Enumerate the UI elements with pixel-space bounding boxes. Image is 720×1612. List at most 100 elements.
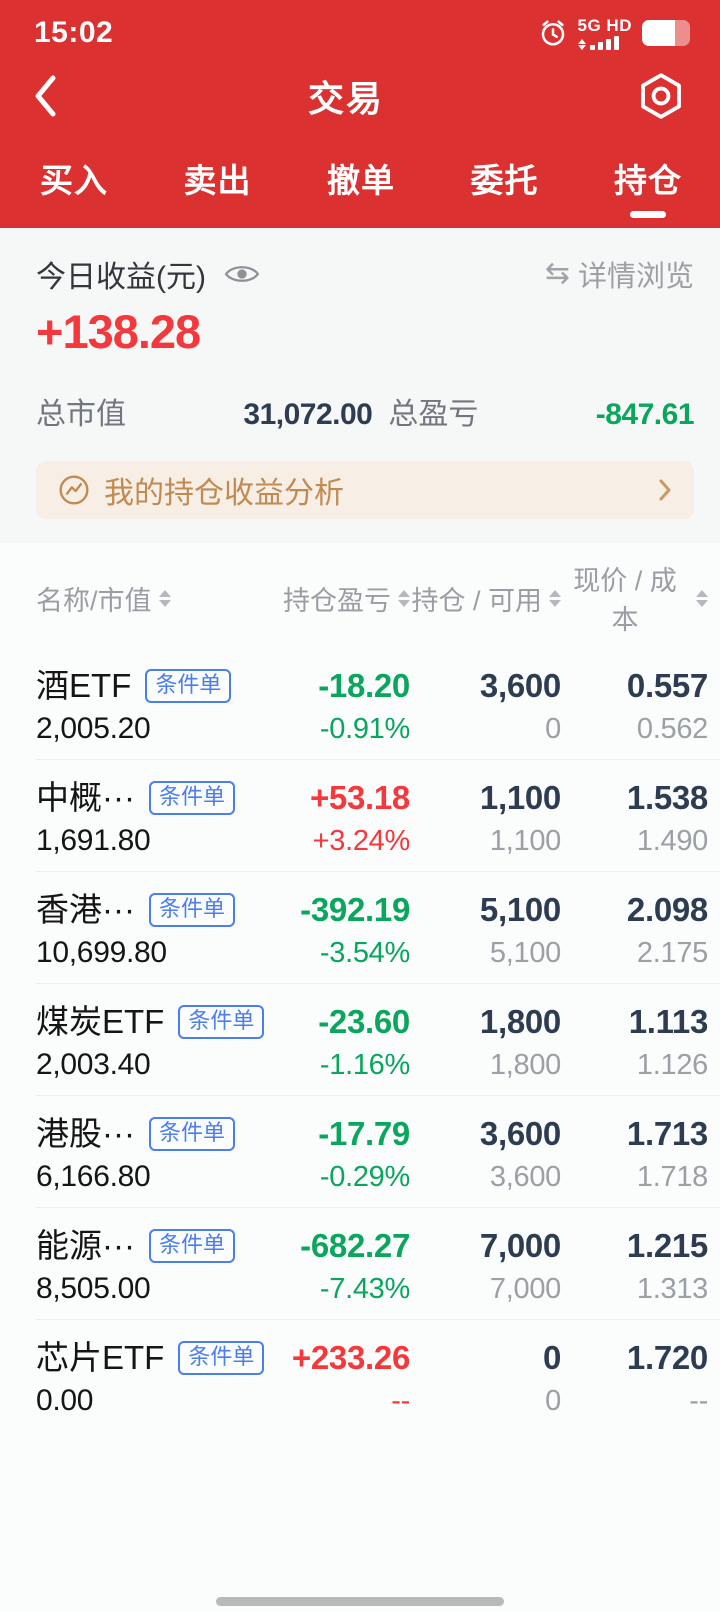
- row-cost-price: 1.718: [636, 1161, 708, 1193]
- row-available-qty: 0: [545, 1385, 561, 1417]
- sort-header-position-pnl[interactable]: 持仓盈亏: [276, 579, 410, 618]
- row-position-qty: 3,600: [479, 1115, 561, 1152]
- row-market-value: 2,005.20: [36, 712, 151, 745]
- row-position-qty: 1,800: [479, 1003, 561, 1040]
- row-available-qty: 1,800: [489, 1049, 561, 1081]
- row-cost-price: 1.490: [636, 825, 708, 857]
- sort-header-name-marketvalue[interactable]: 名称/市值: [36, 579, 276, 618]
- conditional-order-badge[interactable]: 条件单: [148, 781, 235, 815]
- row-pnl-percent: -7.43%: [319, 1273, 410, 1305]
- today-profit-label: 今日收益(元): [36, 261, 206, 294]
- battery-icon: [642, 20, 690, 46]
- row-pnl: -392.19: [300, 891, 410, 928]
- tab-sell[interactable]: 卖出: [182, 144, 254, 212]
- sort-icon: [158, 589, 171, 607]
- sort-header-position-available[interactable]: 持仓 / 可用: [410, 579, 561, 618]
- home-indicator-handle[interactable]: [216, 1597, 504, 1606]
- tab-bar: 买入 卖出 撤单 委托 持仓: [0, 134, 720, 228]
- status-bar: 15:02 5G HD: [0, 0, 720, 58]
- nav-bar: 交易: [0, 58, 720, 134]
- row-current-price: 1.215: [626, 1227, 708, 1264]
- row-cost-price: 0.562: [636, 713, 708, 745]
- row-current-price: 2.098: [626, 891, 708, 928]
- row-market-value: 10,699.80: [36, 936, 167, 969]
- conditional-order-badge[interactable]: 条件单: [148, 893, 235, 927]
- network-type-label: 5G HD: [577, 15, 632, 35]
- row-pnl-percent: -0.29%: [319, 1161, 410, 1193]
- alarm-clock-icon: [538, 18, 568, 48]
- table-row[interactable]: 芯片ETF 条件单 0.00 +233.26 -- 0 0 1.720 --: [0, 1319, 720, 1431]
- instrument-name: 中概···: [36, 779, 135, 816]
- detail-browse-label: 详情浏览: [577, 261, 694, 293]
- table-row[interactable]: 酒ETF 条件单 2,005.20 -18.20 -0.91% 3,600 0 …: [0, 647, 720, 759]
- sort-header-price-cost[interactable]: 现价 / 成本: [561, 559, 708, 637]
- row-cost-price: --: [689, 1385, 708, 1417]
- tab-cancel[interactable]: 撤单: [325, 144, 397, 212]
- account-settings-button[interactable]: [630, 65, 692, 127]
- summary-metrics: 总市值 31,072.00 总盈亏 -847.61: [36, 389, 694, 433]
- market-value-label: 总市值: [36, 398, 126, 431]
- row-pnl: -18.20: [318, 667, 410, 704]
- sort-icon: [398, 589, 410, 607]
- table-row[interactable]: 煤炭ETF 条件单 2,003.40 -23.60 -1.16% 1,800 1…: [0, 983, 720, 1095]
- table-header-row: 名称/市值 持仓盈亏 持仓 / 可用 现价 / 成本: [0, 543, 720, 647]
- positions-table: 名称/市值 持仓盈亏 持仓 / 可用 现价 / 成本 酒ETF 条件单: [0, 543, 720, 1612]
- table-body: 酒ETF 条件单 2,005.20 -18.20 -0.91% 3,600 0 …: [0, 647, 720, 1431]
- instrument-name: 芯片ETF: [36, 1339, 165, 1376]
- table-row[interactable]: 港股··· 条件单 6,166.80 -17.79 -0.29% 3,600 3…: [0, 1095, 720, 1207]
- row-current-price: 1.713: [626, 1115, 708, 1152]
- today-profit-value: +138.28: [36, 305, 201, 358]
- conditional-order-badge[interactable]: 条件单: [145, 669, 232, 703]
- position-analysis-banner[interactable]: 我的持仓收益分析: [36, 461, 694, 519]
- row-cost-price: 1.313: [636, 1273, 708, 1305]
- row-pnl-percent: --: [391, 1385, 410, 1417]
- row-available-qty: 1,100: [489, 825, 561, 857]
- app-header: 15:02 5G HD: [0, 0, 720, 228]
- network-indicator: 5G HD: [577, 15, 632, 50]
- eye-icon: [224, 262, 260, 286]
- total-pnl-value: -847.61: [595, 398, 695, 431]
- status-icons: 5G HD: [538, 17, 690, 50]
- tab-orders[interactable]: 委托: [469, 144, 541, 212]
- total-pnl-label: 总盈亏: [388, 398, 479, 431]
- tab-positions[interactable]: 持仓: [612, 144, 684, 212]
- back-button[interactable]: [28, 70, 62, 122]
- data-traffic-arrows-icon: [577, 38, 586, 50]
- chevron-right-icon: [658, 478, 672, 502]
- table-row[interactable]: 能源··· 条件单 8,505.00 -682.27 -7.43% 7,000 …: [0, 1207, 720, 1319]
- row-pnl-percent: -1.16%: [319, 1049, 410, 1081]
- back-chevron-icon: [32, 74, 58, 118]
- conditional-order-badge[interactable]: 条件单: [178, 1341, 265, 1375]
- conditional-order-badge[interactable]: 条件单: [148, 1229, 235, 1263]
- page-title: 交易: [307, 78, 384, 119]
- signal-strength-icon: [589, 35, 619, 50]
- row-position-qty: 0: [542, 1339, 561, 1376]
- clock-time: 15:02: [34, 16, 114, 49]
- table-row[interactable]: 香港··· 条件单 10,699.80 -392.19 -3.54% 5,100…: [0, 871, 720, 983]
- conditional-order-badge[interactable]: 条件单: [148, 1117, 235, 1151]
- row-position-qty: 5,100: [479, 891, 561, 928]
- row-current-price: 0.557: [626, 667, 708, 704]
- instrument-name: 酒ETF: [36, 667, 132, 704]
- tab-buy[interactable]: 买入: [38, 144, 110, 212]
- row-current-price: 1.538: [626, 779, 708, 816]
- row-pnl-percent: +3.24%: [312, 825, 411, 857]
- row-pnl-percent: -0.91%: [319, 713, 410, 745]
- row-pnl: +233.26: [291, 1339, 410, 1376]
- row-pnl: -17.79: [318, 1115, 410, 1152]
- instrument-name: 香港···: [36, 891, 135, 928]
- account-summary: 今日收益(元) ⇆ 详情浏览 +138.28 总市值 31,072.00: [0, 228, 720, 543]
- detail-browse-link[interactable]: ⇆ 详情浏览: [545, 253, 694, 295]
- instrument-name: 能源···: [36, 1227, 135, 1264]
- row-pnl: +53.18: [309, 779, 410, 816]
- toggle-visibility-button[interactable]: [220, 258, 264, 290]
- row-available-qty: 5,100: [489, 937, 561, 969]
- instrument-name: 煤炭ETF: [36, 1003, 165, 1040]
- row-available-qty: 7,000: [489, 1273, 561, 1305]
- row-available-qty: 0: [545, 713, 561, 745]
- row-market-value: 8,505.00: [36, 1272, 151, 1305]
- conditional-order-badge[interactable]: 条件单: [178, 1005, 265, 1039]
- row-current-price: 1.113: [628, 1003, 709, 1040]
- table-row[interactable]: 中概··· 条件单 1,691.80 +53.18 +3.24% 1,100 1…: [0, 759, 720, 871]
- row-pnl-percent: -3.54%: [319, 937, 410, 969]
